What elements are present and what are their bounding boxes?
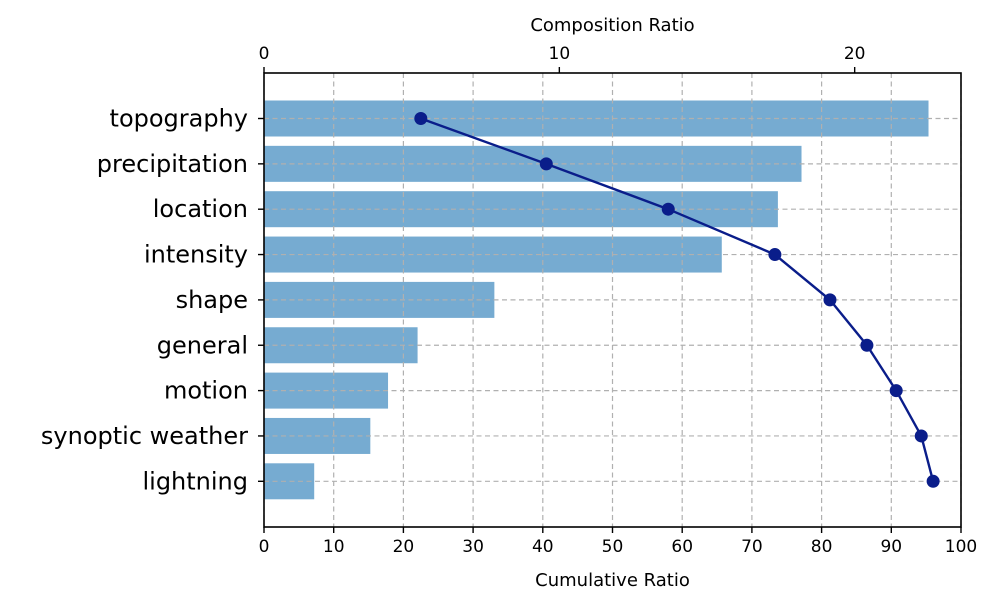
cumulative-point-topography (414, 112, 428, 125)
top-tick-label: 20 (844, 44, 866, 64)
cumulative-point-precipitation (539, 157, 553, 171)
bottom-tick-label: 0 (259, 537, 270, 557)
bottom-tick-label: 60 (671, 537, 693, 557)
bottom-axis-title: Cumulative Ratio (535, 570, 690, 591)
category-label: intensity (144, 241, 248, 269)
category-label: general (157, 331, 248, 359)
cumulative-point-shape (823, 293, 837, 307)
cumulative-point-motion (889, 384, 903, 398)
bottom-tick-label: 100 (945, 537, 977, 557)
category-label: motion (164, 377, 248, 405)
cumulative-line-layer (414, 112, 940, 488)
axes-layer: topography precipitation location intensity… (41, 44, 977, 557)
bottom-tick-label: 10 (323, 537, 345, 557)
bottom-tick-label: 40 (532, 537, 554, 557)
bottom-tick-label: 90 (880, 537, 902, 557)
cumulative-point-general (860, 338, 874, 352)
cumulative-point-intensity (768, 248, 782, 262)
category-label: synoptic weather (41, 422, 248, 450)
top-tick-label: 0 (259, 44, 270, 64)
cumulative-point-lightning (926, 474, 940, 488)
category-label: precipitation (97, 150, 248, 178)
bottom-tick-label: 50 (602, 537, 624, 557)
bottom-tick-label: 70 (741, 537, 763, 557)
category-label: topography (110, 105, 248, 133)
category-label: location (153, 195, 248, 223)
top-tick-label: 10 (549, 44, 571, 64)
top-axis-title: Composition Ratio (530, 15, 694, 36)
category-label: shape (176, 286, 248, 314)
cumulative-point-synoptic-weather (914, 429, 928, 443)
cumulative-point-location (661, 202, 675, 216)
bottom-tick-label: 80 (811, 537, 833, 557)
bar-lightning (264, 463, 315, 500)
category-label: lightning (142, 467, 248, 495)
bottom-tick-label: 30 (462, 537, 484, 557)
bottom-tick-label: 20 (393, 537, 415, 557)
bar-intensity (264, 236, 722, 273)
